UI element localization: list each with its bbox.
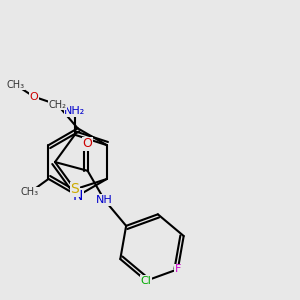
Text: CH₂: CH₂ xyxy=(49,100,67,110)
Text: Cl: Cl xyxy=(141,276,152,286)
Text: CH₃: CH₃ xyxy=(21,188,39,197)
Text: CH₃: CH₃ xyxy=(6,80,24,90)
Text: NH₂: NH₂ xyxy=(64,106,86,116)
Text: O: O xyxy=(83,137,92,150)
Text: F: F xyxy=(175,264,181,274)
Text: S: S xyxy=(70,182,79,196)
Text: N: N xyxy=(73,189,83,203)
Text: O: O xyxy=(29,92,38,102)
Text: NH: NH xyxy=(96,195,113,205)
